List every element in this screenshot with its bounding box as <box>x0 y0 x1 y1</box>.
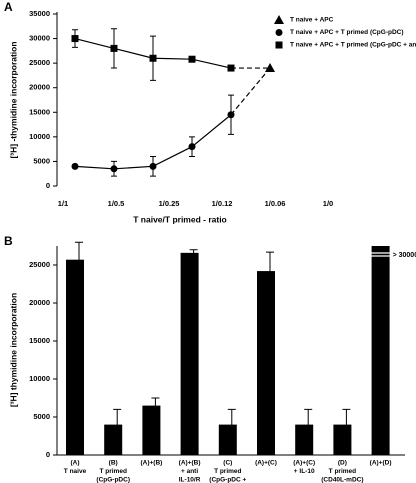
axis-break <box>370 252 391 257</box>
error-bar <box>266 251 274 291</box>
bar <box>371 246 390 455</box>
y-tick-label: 30000 <box>29 34 50 43</box>
x-tick-label: (B) <box>109 460 118 467</box>
x-tick-label: (A)+(C) <box>293 460 315 467</box>
x-tick-label: (A) <box>70 460 79 467</box>
x-tick-label: + anti <box>181 468 198 475</box>
x-axis-label: T naive/T primed - ratio <box>133 214 227 224</box>
x-tick-label: (CpG-pDC) <box>96 477 130 483</box>
y-tick-label: 15000 <box>29 336 50 345</box>
point <box>188 55 196 63</box>
legend-label: T naive + APC <box>290 17 334 24</box>
point <box>110 44 118 52</box>
y-tick-label: 10000 <box>29 374 50 383</box>
y-tick-label: 20000 <box>29 298 50 307</box>
x-tick-label: T primed <box>99 468 126 475</box>
x-tick-label: (D) <box>338 460 347 467</box>
legend-label: T naive + APC + T primed (CpG-pDC + anti… <box>290 42 416 49</box>
x-tick-label: (CD40L-mDC) <box>321 477 363 483</box>
x-tick-label: (C) <box>223 460 232 467</box>
y-tick-label: 35000 <box>29 9 50 18</box>
y-axis-label: [³H] thymidine incorporation <box>8 293 18 407</box>
x-tick-label: (A)+(D) <box>370 460 392 467</box>
x-tick-label: (A)+(C) <box>255 460 277 467</box>
y-axis-label: [³H] -thymidine incorporation <box>8 41 18 158</box>
y-tick-label: 5000 <box>33 156 50 165</box>
x-tick-label: T primed <box>214 468 241 475</box>
x-tick-label: 1/0.5 <box>108 199 125 208</box>
x-tick-label: 1/0 <box>323 199 333 208</box>
point <box>265 63 275 73</box>
error-bar <box>342 408 351 441</box>
error-bar <box>227 408 236 441</box>
x-tick-label: T primed <box>329 468 356 475</box>
x-tick-label: (CpG-pDC + <box>209 477 246 483</box>
point <box>274 15 284 24</box>
bars <box>66 246 390 455</box>
error-bar <box>151 397 160 414</box>
x-tick-label: + IL-10 <box>294 468 315 475</box>
y-tick-label: 5000 <box>33 412 50 421</box>
legend-label: T naive + APC + T primed (CpG-pDC) <box>290 29 404 36</box>
x-tick-label: IL-10/R <box>179 477 201 483</box>
annotation: > 30000 <box>393 252 416 259</box>
y-tick-label: 15000 <box>29 107 50 116</box>
x-tick-label: (A)+(B) <box>179 460 201 467</box>
point <box>275 29 283 36</box>
panel-letter: B <box>4 234 13 248</box>
error-bar <box>75 241 83 278</box>
error-bar <box>189 249 198 257</box>
point <box>275 41 283 49</box>
point <box>188 143 196 151</box>
x-tick-label: T naive <box>64 468 87 475</box>
point <box>71 35 79 43</box>
bar <box>257 271 275 455</box>
x-tick-label: (A)+(B) <box>140 460 162 467</box>
connector-line <box>230 67 271 116</box>
y-tick-label: 0 <box>46 181 50 190</box>
bar <box>180 252 199 455</box>
y-tick-label: 25000 <box>29 260 50 269</box>
bar <box>142 405 161 455</box>
error-bar <box>304 408 313 441</box>
x-tick-label: 1/0.25 <box>159 199 180 208</box>
x-tick-label: 1/1 <box>58 199 68 208</box>
point <box>110 165 118 173</box>
y-tick-label: 10000 <box>29 132 50 141</box>
x-tick-label: 1/0.12 <box>212 199 233 208</box>
y-tick-label: 25000 <box>29 58 50 67</box>
x-tick-label: 1/0.06 <box>265 199 286 208</box>
point <box>227 111 235 119</box>
bar <box>66 259 84 455</box>
error-bar <box>113 408 122 441</box>
panel-letter: A <box>4 0 13 14</box>
point <box>149 162 157 170</box>
y-tick-label: 20000 <box>29 83 50 92</box>
y-tick-label: 0 <box>46 450 50 459</box>
point <box>149 54 157 62</box>
point <box>227 64 235 72</box>
point <box>71 162 79 170</box>
